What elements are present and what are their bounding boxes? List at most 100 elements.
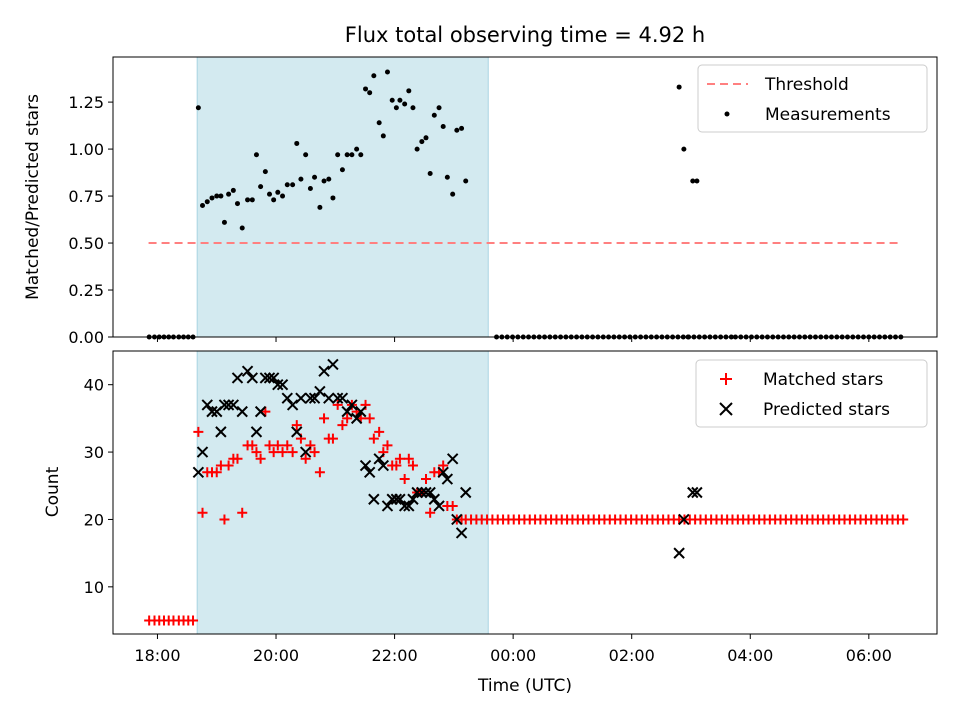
bottom-x-ticks: 18:00 20:00 22:00 00:00 02:00 04:00 06:00	[134, 634, 892, 665]
predicted-star-point	[291, 426, 303, 438]
predicted-star-point	[331, 392, 344, 404]
predicted-star-point	[259, 372, 272, 384]
predicted-star-point	[390, 493, 403, 505]
matched-star-point	[193, 426, 204, 437]
matched-star-point	[268, 447, 279, 458]
predicted-stars-points	[192, 358, 703, 559]
measurement-point	[339, 167, 345, 173]
predicted-star-point	[236, 405, 248, 418]
predicted-star-point	[411, 486, 423, 499]
measurement-point	[344, 152, 350, 158]
measurement-point	[444, 174, 450, 180]
measurement-point	[349, 152, 355, 158]
predicted-star-point	[373, 453, 385, 465]
x-tick-label: 20:00	[253, 646, 299, 665]
predicted-star-point	[673, 547, 685, 559]
predicted-star-point	[341, 405, 353, 418]
legend-matched-swatch	[720, 373, 732, 385]
top-plot-frame	[112, 56, 938, 338]
predicted-star-point	[276, 378, 289, 391]
bottom-plot-frame	[112, 350, 938, 635]
measurement-point	[253, 152, 259, 158]
measurement-point	[454, 127, 460, 133]
measurement-point	[436, 105, 442, 111]
matched-star-point	[898, 514, 909, 525]
measurement-point	[376, 120, 382, 126]
matched-star-point	[309, 447, 320, 458]
matched-star-point	[327, 433, 338, 444]
top-y-tick-label: 0.25	[68, 281, 104, 300]
predicted-star-point	[286, 399, 299, 411]
measurement-point	[245, 197, 251, 203]
matched-star-point	[364, 413, 375, 424]
predicted-star-point	[192, 466, 205, 478]
measurement-point	[204, 199, 210, 205]
matched-star-point	[247, 440, 258, 451]
matched-star-point	[394, 453, 405, 464]
matched-star-point	[291, 420, 302, 431]
top-y-axis-label: Matched/Predicted stars	[23, 94, 43, 300]
predicted-star-point	[323, 392, 335, 404]
predicted-star-point	[451, 513, 463, 526]
measurement-point	[290, 182, 296, 188]
predicted-star-point	[295, 392, 307, 404]
predicted-star-point	[407, 493, 419, 505]
measurement-point	[694, 178, 700, 184]
measurement-point	[221, 219, 227, 225]
predicted-star-point	[299, 446, 312, 458]
matched-star-point	[314, 467, 325, 478]
predicted-star-point	[446, 453, 459, 465]
predicted-star-point	[222, 399, 235, 411]
measurement-point	[239, 225, 245, 231]
measurement-point	[275, 189, 281, 195]
predicted-star-point	[420, 486, 432, 499]
matched-star-point	[219, 514, 230, 525]
predicted-star-point	[318, 365, 330, 377]
matched-star-point	[277, 447, 288, 458]
measurement-point	[363, 86, 369, 92]
measurement-point	[335, 152, 341, 158]
predicted-star-point	[304, 392, 317, 404]
top-legend-box	[697, 64, 928, 133]
measurement-point	[226, 191, 232, 197]
measurement-point	[280, 193, 286, 199]
predicted-star-point	[241, 365, 254, 377]
bottom-y-axis-label: Count	[43, 466, 63, 517]
predicted-star-point	[267, 372, 280, 384]
measurement-point	[389, 97, 395, 103]
predicted-star-point	[227, 399, 240, 411]
measurement-point	[303, 152, 309, 158]
measurement-point	[367, 90, 373, 96]
matched-star-point	[251, 447, 262, 458]
predicted-star-point	[394, 493, 406, 505]
measurement-point	[307, 186, 313, 192]
measurement-point	[262, 169, 268, 175]
measurement-point	[218, 193, 224, 199]
matched-star-point	[447, 500, 458, 511]
predicted-star-point	[368, 493, 380, 505]
x-tick-label: 22:00	[372, 646, 418, 665]
predicted-star-point	[416, 486, 428, 499]
top-y-tick-label: 0.50	[68, 234, 104, 253]
matched-star-point	[425, 507, 436, 518]
measurement-point	[321, 178, 327, 184]
matched-star-point	[319, 413, 330, 424]
measurement-point	[423, 135, 429, 141]
bottom-y-tick-label: 10	[84, 578, 104, 597]
predicted-star-point	[346, 399, 358, 411]
matched-star-point	[272, 440, 283, 451]
matched-star-point	[232, 453, 243, 464]
predicted-star-point	[254, 405, 267, 418]
top-y-tick-label: 0.00	[68, 328, 104, 347]
predicted-star-point	[398, 500, 411, 512]
measurement-point	[676, 84, 682, 90]
matched-star-point	[237, 507, 248, 518]
predicted-star-point	[377, 459, 390, 472]
predicted-star-point	[246, 372, 259, 384]
legend-measurements-swatch	[724, 111, 730, 117]
predicted-star-point	[201, 399, 213, 411]
measurement-point	[258, 184, 264, 190]
predicted-star-point	[359, 459, 372, 472]
predicted-star-point	[218, 399, 231, 411]
